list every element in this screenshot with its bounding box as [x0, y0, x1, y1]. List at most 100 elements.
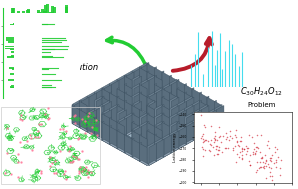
- Point: [234, 136, 238, 139]
- Polygon shape: [156, 114, 164, 136]
- Polygon shape: [72, 118, 81, 124]
- Polygon shape: [179, 110, 187, 132]
- Polygon shape: [110, 118, 117, 140]
- Polygon shape: [110, 126, 117, 149]
- Polygon shape: [147, 114, 156, 119]
- Point: [260, 155, 265, 158]
- Polygon shape: [192, 117, 200, 139]
- Bar: [41, 9, 44, 13]
- Polygon shape: [200, 131, 209, 136]
- Polygon shape: [125, 100, 126, 119]
- Polygon shape: [184, 84, 187, 102]
- Polygon shape: [194, 101, 201, 124]
- Polygon shape: [117, 105, 125, 128]
- Polygon shape: [132, 100, 139, 122]
- Point: [263, 158, 268, 161]
- Polygon shape: [142, 80, 149, 102]
- Bar: [65, 7, 68, 13]
- Polygon shape: [139, 127, 149, 132]
- Polygon shape: [132, 122, 142, 128]
- Polygon shape: [177, 127, 187, 132]
- Bar: [11, 87, 14, 88]
- Point: [212, 137, 217, 140]
- Polygon shape: [110, 110, 119, 115]
- Polygon shape: [147, 118, 156, 124]
- Polygon shape: [192, 100, 200, 122]
- Polygon shape: [215, 101, 222, 124]
- Point: [224, 131, 229, 134]
- Point: [212, 135, 217, 138]
- Bar: [12, 68, 14, 70]
- Point: [216, 145, 221, 148]
- Polygon shape: [147, 114, 155, 136]
- Polygon shape: [155, 85, 164, 90]
- Polygon shape: [177, 88, 179, 107]
- Polygon shape: [80, 114, 89, 119]
- Polygon shape: [170, 122, 179, 128]
- Polygon shape: [125, 131, 134, 136]
- Point: [211, 136, 216, 139]
- Polygon shape: [125, 89, 134, 94]
- Point: [263, 154, 268, 157]
- Point: [254, 149, 258, 152]
- Polygon shape: [94, 106, 104, 111]
- Point: [268, 160, 273, 163]
- Polygon shape: [147, 96, 149, 115]
- Bar: [5, 48, 14, 49]
- Polygon shape: [139, 143, 147, 166]
- Polygon shape: [155, 156, 164, 161]
- Polygon shape: [155, 101, 164, 107]
- Polygon shape: [119, 110, 126, 132]
- Polygon shape: [184, 84, 192, 107]
- Polygon shape: [87, 113, 89, 132]
- Polygon shape: [200, 113, 207, 135]
- Point: [273, 150, 277, 153]
- Polygon shape: [207, 127, 216, 132]
- Polygon shape: [132, 131, 139, 153]
- Point: [206, 149, 211, 152]
- Polygon shape: [132, 139, 142, 145]
- Point: [277, 167, 282, 170]
- Point: [251, 153, 255, 156]
- Polygon shape: [147, 148, 156, 153]
- Point: [273, 146, 277, 149]
- Polygon shape: [155, 105, 162, 127]
- Polygon shape: [170, 76, 177, 98]
- Text: Solution: Solution: [65, 63, 99, 71]
- Polygon shape: [139, 68, 147, 90]
- Polygon shape: [134, 101, 142, 124]
- Polygon shape: [117, 106, 126, 111]
- Polygon shape: [126, 72, 134, 94]
- Polygon shape: [200, 122, 209, 128]
- Polygon shape: [200, 93, 207, 115]
- Point: [262, 165, 267, 168]
- Polygon shape: [102, 89, 110, 111]
- Polygon shape: [147, 105, 149, 124]
- Polygon shape: [132, 121, 134, 140]
- Point: [258, 166, 263, 169]
- Polygon shape: [132, 114, 139, 136]
- Point: [255, 161, 260, 164]
- Point: [273, 161, 278, 164]
- Polygon shape: [74, 101, 81, 124]
- Polygon shape: [132, 67, 139, 89]
- Point: [239, 157, 244, 160]
- Polygon shape: [155, 84, 162, 107]
- Bar: [11, 85, 14, 86]
- Polygon shape: [156, 139, 164, 161]
- Polygon shape: [139, 131, 149, 136]
- Point: [226, 146, 231, 149]
- Point: [209, 124, 213, 127]
- Point: [248, 164, 253, 167]
- Text: Problem: Problem: [248, 102, 276, 108]
- Point: [255, 134, 260, 137]
- Polygon shape: [117, 139, 126, 145]
- Polygon shape: [155, 143, 164, 149]
- Point: [239, 153, 244, 156]
- Point: [260, 161, 265, 164]
- Polygon shape: [72, 122, 81, 128]
- Polygon shape: [147, 89, 156, 94]
- Bar: [12, 51, 14, 53]
- Polygon shape: [200, 92, 201, 111]
- Polygon shape: [162, 114, 171, 119]
